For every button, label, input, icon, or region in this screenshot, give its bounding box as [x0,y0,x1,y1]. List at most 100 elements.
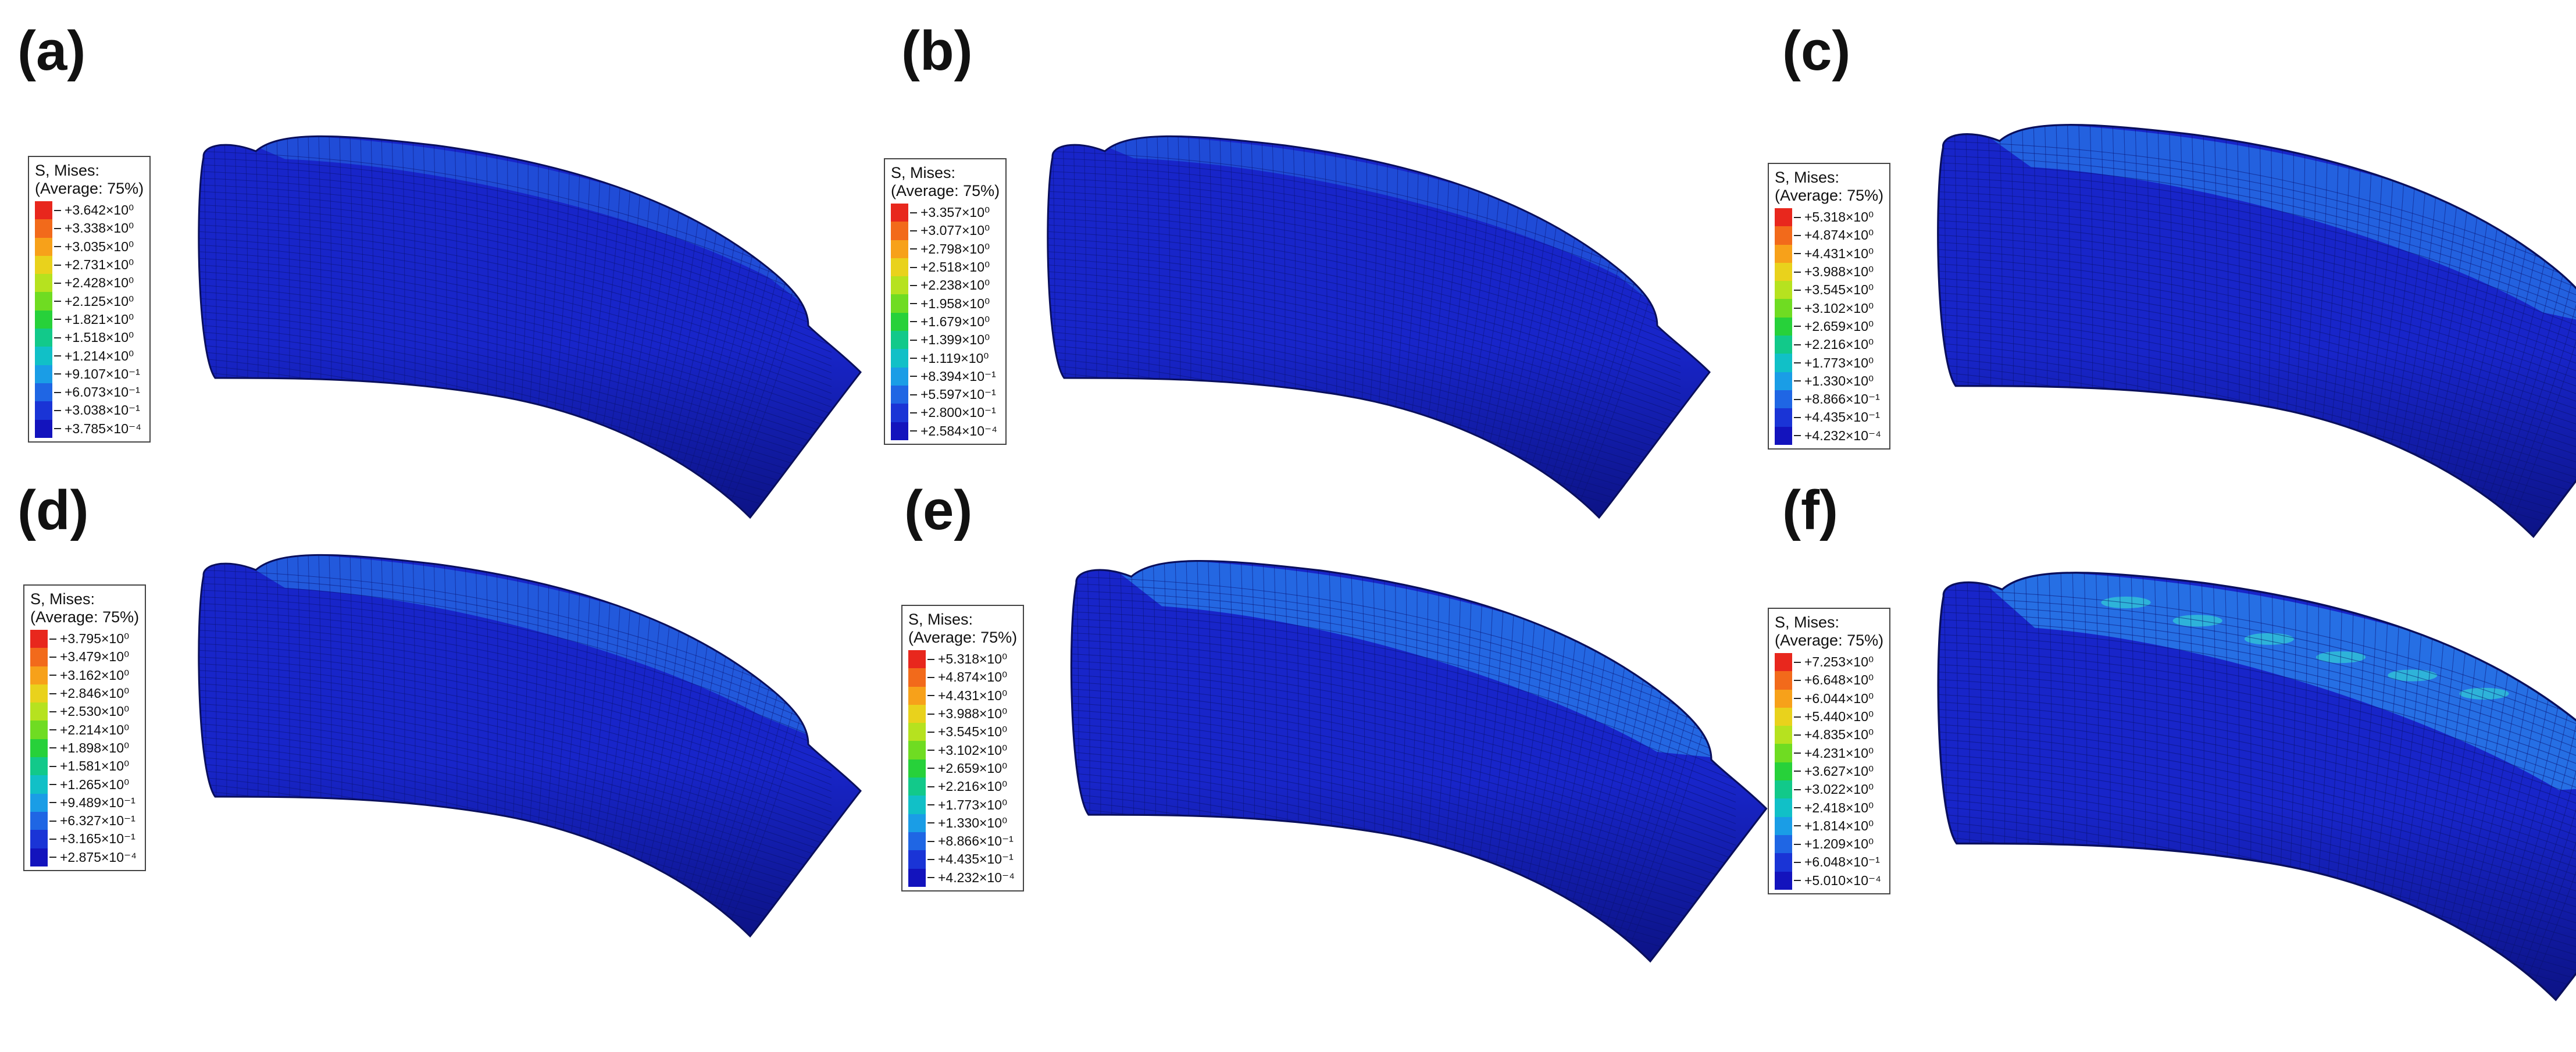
legend-tick [927,695,934,697]
mesh-line [1047,191,1681,333]
mesh-line [198,723,832,868]
legend-row: +1.518×10⁰ [35,329,144,347]
legend-row: +3.627×10⁰ [1775,762,1883,781]
mesh-line [1938,596,2576,754]
legend-swatch [30,702,48,721]
legend-swatch [35,237,52,256]
mesh-line [1047,304,1681,449]
mesh-line [1938,753,2576,915]
legend-value: +1.214×10⁰ [65,348,134,363]
legend-row: +4.835×10⁰ [1775,726,1883,744]
legend-row: +2.214×10⁰ [30,721,139,739]
legend-value: +1.330×10⁰ [1804,373,1874,388]
legend-value: +1.265×10⁰ [60,776,130,792]
legend-swatch [891,240,908,258]
legend-tick [1794,289,1801,291]
legend-row: +3.162×10⁰ [30,666,139,684]
legend-row: +1.265×10⁰ [30,775,139,794]
legend-tick [1794,416,1801,418]
legend-swatch [30,775,48,794]
mesh-line [1938,648,2576,808]
legend-row: +3.077×10⁰ [891,222,1000,240]
legend-swatch [1775,780,1792,799]
mesh-line [1938,155,2576,307]
legend-row: +4.232×10⁻⁴ [908,868,1017,887]
legend-value: +1.518×10⁰ [65,330,134,345]
mesh-line [198,716,832,861]
mesh-line [1071,646,1736,796]
legend-swatch [35,292,52,311]
legend-subtitle: (Average: 75%) [908,629,1018,646]
legend-row: +3.035×10⁰ [35,237,144,256]
panel-label: (c) [1782,20,1851,82]
legend-swatch [891,422,908,440]
tube-mesh-model [1937,572,2576,1001]
mesh-line [1938,277,2576,433]
mesh-line [198,270,832,415]
legend-subtitle: (Average: 75%) [891,182,1000,199]
legend-swatch [30,721,48,739]
legend-value: +3.338×10⁰ [65,220,134,236]
legend-swatch [1775,208,1792,227]
mesh-line [198,184,832,326]
legend-row: +2.238×10⁰ [891,276,1000,295]
mesh-line [1938,671,2576,830]
legend-swatch [908,778,926,796]
legend-swatch [908,741,926,759]
legend-row: +2.800×10⁻¹ [891,404,1000,422]
legend-row: +3.545×10⁰ [1775,281,1883,299]
legend-tick [927,877,934,879]
legend-swatch [1775,354,1792,372]
legend-value: +6.048×10⁻¹ [1804,854,1880,870]
legend-swatch [1775,299,1792,318]
legend-value: +4.874×10⁰ [1804,227,1874,243]
tube-mesh-model [198,135,862,519]
legend-row: +4.431×10⁰ [908,686,1017,705]
legend-swatch [1775,798,1792,817]
tube-outline [1047,135,1711,519]
stress-legend: S, Mises: (Average: 75%) +3.357×10⁰ +3.077×… [884,158,1007,445]
legend-swatch [891,385,908,404]
mesh-line [1047,151,1681,291]
legend-swatch [891,367,908,386]
mesh-line [1938,693,2576,854]
mesh-line [2510,572,2576,1000]
legend-swatch [30,757,48,776]
legend-row: +1.821×10⁰ [35,310,144,329]
tube-mesh-model [1070,559,1768,963]
mesh-line [198,576,832,717]
legend-value: +2.800×10⁻¹ [920,405,996,420]
legend-swatch [891,404,908,422]
mesh-line [1071,723,1736,875]
high-stress-spot [2244,633,2294,645]
panel-label: (e) [904,479,973,541]
legend-row: +5.597×10⁻¹ [891,385,1000,404]
mesh-line [198,623,832,765]
legend-scale: +3.642×10⁰ +3.338×10⁰ +3.035×10⁰ +2.731×10⁰… [35,201,144,438]
mesh-line [1047,297,1681,442]
mesh-line [198,217,832,360]
legend-value: +5.010×10⁻⁴ [1804,872,1882,888]
legend-tick [910,248,917,250]
tube-mesh-model [198,554,862,938]
panel-label: (a) [17,20,86,82]
legend-tick [1794,253,1801,255]
mesh-line [1938,768,2576,930]
legend-value: +3.022×10⁰ [1804,782,1874,797]
legend-value: +3.102×10⁰ [1804,300,1874,316]
legend-row: +2.216×10⁰ [1775,336,1883,354]
legend-swatch [1775,426,1792,445]
legend-swatch [891,312,908,331]
mesh-line [1071,583,1736,731]
mesh-line [1938,701,2576,861]
mesh-line [1047,197,1681,339]
legend-tick [910,376,917,377]
legend-swatch [35,201,52,220]
legend-tick [910,394,917,395]
legend-swatch [891,204,908,222]
legend-row: +1.119×10⁰ [891,349,1000,368]
high-stress-spot [2459,687,2509,700]
legend-value: +4.835×10⁰ [1804,727,1874,743]
legend-tick [1794,698,1801,700]
mesh-line [1071,695,1736,846]
